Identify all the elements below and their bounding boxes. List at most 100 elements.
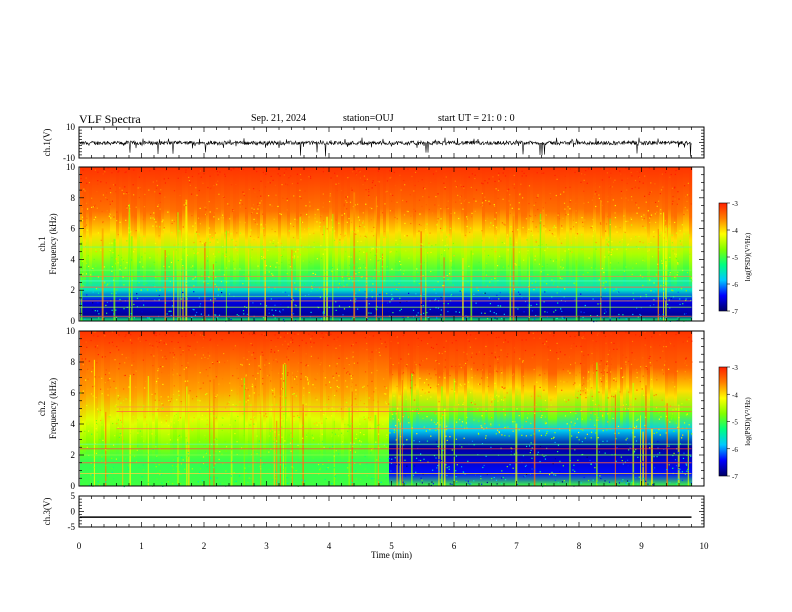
- spectrogram-speckle: [287, 372, 289, 374]
- spectrogram-speckle: [236, 393, 239, 395]
- spectrogram-speckle: [128, 465, 130, 467]
- spectrogram-speckle: [308, 293, 310, 296]
- spectrogram-speckle: [645, 394, 647, 396]
- spectrogram-speckle: [460, 367, 462, 369]
- spectrogram-speckle: [674, 386, 676, 388]
- spectrogram-speckle: [158, 192, 161, 195]
- spectrogram-speckle: [151, 433, 153, 435]
- spectrogram-speckle: [675, 255, 677, 257]
- spectrogram-speckle: [257, 236, 259, 238]
- spectrogram-speckle: [105, 304, 107, 307]
- spectrogram-speckle: [625, 318, 627, 320]
- spectrogram-speckle: [278, 434, 280, 436]
- spectrogram-speckle: [370, 219, 372, 221]
- spectrogram-speckle: [564, 208, 566, 210]
- spectrogram-speckle: [610, 363, 612, 365]
- spectrogram-speckle: [246, 453, 248, 455]
- spectrogram-speckle: [485, 345, 487, 348]
- spectrogram-column: [308, 331, 312, 486]
- spectrogram-speckle: [133, 251, 135, 253]
- spectrogram-speckle: [447, 200, 449, 202]
- spectrogram-speckle: [358, 219, 361, 221]
- spectrogram-speckle: [208, 201, 210, 203]
- spectrogram-speckle: [115, 316, 118, 318]
- spectrogram-speckle: [637, 247, 640, 250]
- spectrogram-speckle: [252, 204, 255, 206]
- spectrogram-speckle: [355, 233, 357, 235]
- spectrogram-speckle: [493, 311, 495, 314]
- spectrogram-speckle: [512, 373, 515, 375]
- spectrogram-speckle: [246, 387, 248, 389]
- spectrogram-speckle: [346, 201, 348, 203]
- spectrogram-speckle: [96, 207, 98, 209]
- spectrogram-column: [605, 331, 609, 486]
- spectrogram-column: [587, 167, 591, 321]
- spectrogram-speckle: [642, 259, 644, 262]
- spectrogram-speckle: [402, 273, 405, 275]
- spectrogram-speckle: [484, 250, 486, 252]
- spectrogram-speckle: [351, 404, 353, 406]
- spectrogram-speckle: [675, 408, 677, 410]
- spectrogram-speckle: [242, 413, 244, 415]
- spectrogram-speckle: [464, 318, 466, 320]
- spectrogram-column: [581, 331, 585, 486]
- spectrogram-speckle: [413, 372, 415, 375]
- spectrogram-column: [548, 331, 552, 486]
- spectrogram-speckle: [207, 358, 209, 360]
- spectrogram-speckle: [632, 298, 635, 300]
- spectrogram-speckle: [234, 483, 237, 485]
- spectrogram-speckle: [135, 386, 137, 388]
- spectrogram-speckle: [501, 257, 503, 259]
- spectrogram-speckle: [106, 266, 109, 268]
- spectrogram-speckle: [498, 178, 500, 180]
- spectrogram-speckle: [475, 353, 478, 355]
- spectrogram-speckle: [146, 316, 148, 318]
- spectrogram-speckle: [572, 383, 575, 386]
- spectrogram-speckle: [600, 167, 602, 169]
- spectrogram-speckle: [363, 385, 365, 387]
- spectrogram-speckle: [590, 267, 593, 269]
- spectrogram-speckle: [167, 433, 169, 436]
- spectrogram-speckle: [299, 254, 301, 256]
- spectrogram-speckle: [366, 463, 368, 465]
- spectrogram-speckle: [572, 226, 575, 228]
- spectrogram-column: [191, 331, 195, 486]
- spectrogram-speckle: [128, 212, 130, 214]
- spectrogram-speckle: [251, 385, 253, 388]
- spectrogram-speckle: [397, 289, 399, 291]
- spectrogram-speckle: [129, 291, 131, 293]
- spectrogram-speckle: [563, 362, 565, 364]
- spectrogram-speckle: [414, 465, 416, 467]
- spectrogram-speckle: [534, 468, 536, 470]
- spectrogram-speckle: [626, 189, 628, 191]
- spectrogram-speckle: [190, 193, 193, 195]
- spectrogram-speckle: [391, 412, 393, 414]
- spectrogram-speckle: [111, 341, 114, 343]
- spectrogram-speckle: [685, 313, 687, 315]
- spectrogram-speckle: [682, 245, 684, 247]
- spectrogram-speckle: [350, 299, 352, 301]
- spectrogram-streak: [662, 212, 665, 321]
- spectrogram-speckle: [646, 368, 648, 370]
- spectrogram-speckle: [381, 266, 383, 268]
- spectrogram-speckle: [547, 359, 549, 361]
- spectrogram-speckle: [366, 178, 368, 180]
- spectrogram-speckle: [444, 167, 447, 169]
- spectrogram-speckle: [306, 434, 308, 436]
- spectrogram-speckle: [265, 224, 267, 226]
- spectrogram-speckle: [92, 273, 94, 275]
- spectrogram-speckle: [355, 403, 357, 406]
- spectrogram-speckle: [675, 253, 677, 255]
- spectrogram-speckle: [552, 260, 554, 262]
- spectrogram-speckle: [182, 294, 184, 296]
- spectrogram-speckle: [624, 461, 627, 463]
- spectrogram-speckle: [607, 245, 609, 247]
- spectrogram-speckle: [150, 213, 152, 216]
- spectrogram-speckle: [409, 194, 411, 196]
- spectrogram-speckle: [593, 320, 595, 323]
- spectrogram-speckle: [576, 394, 578, 396]
- spectrogram-speckle: [343, 241, 345, 243]
- spectrogram-speckle: [669, 256, 671, 258]
- spectrogram-speckle: [180, 403, 183, 405]
- spectrogram-column: [686, 331, 690, 486]
